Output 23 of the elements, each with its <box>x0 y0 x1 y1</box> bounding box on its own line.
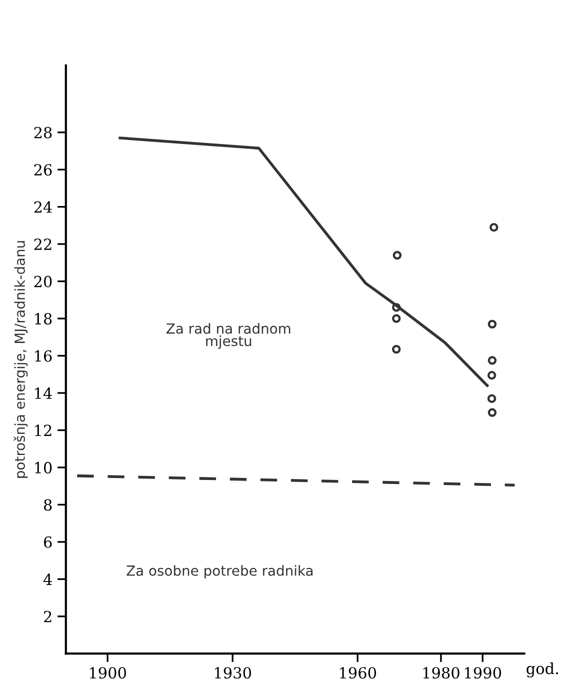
y-tick-label: 28 <box>34 126 52 138</box>
y-tick-label: 20 <box>34 276 52 288</box>
annotation: Za osobne potrebe radnika <box>126 565 313 579</box>
y-tick-label: 2 <box>44 610 52 622</box>
y-tick-label: 12 <box>35 424 52 436</box>
y-tick-label: 8 <box>44 499 52 511</box>
x-tick-label: 1990 <box>465 667 502 679</box>
y-tick-label: 10 <box>35 462 52 474</box>
y-tick-label: 22 <box>34 238 52 250</box>
x-tick-label: 1900 <box>90 667 126 679</box>
y-tick-label: 18 <box>35 312 52 325</box>
y-tick-label: 16 <box>35 350 52 362</box>
y-tick-label: 14 <box>35 387 52 399</box>
x-tick-label: 1930 <box>215 667 252 679</box>
x-tick-label: 1980 <box>423 667 460 679</box>
y-tick-label: 26 <box>34 164 52 176</box>
y-tick-label: 6 <box>44 536 52 548</box>
y-tick-label: 4 <box>43 574 52 585</box>
x-axis-title: god. <box>526 662 558 678</box>
x-tick-label: 1960 <box>340 667 376 679</box>
y-axis-title: potrošnja energije, MJ/radnik-danu <box>14 241 28 478</box>
annotation: Za rad na radnom mjestu <box>166 323 290 349</box>
y-tick-label: 24 <box>34 201 52 213</box>
